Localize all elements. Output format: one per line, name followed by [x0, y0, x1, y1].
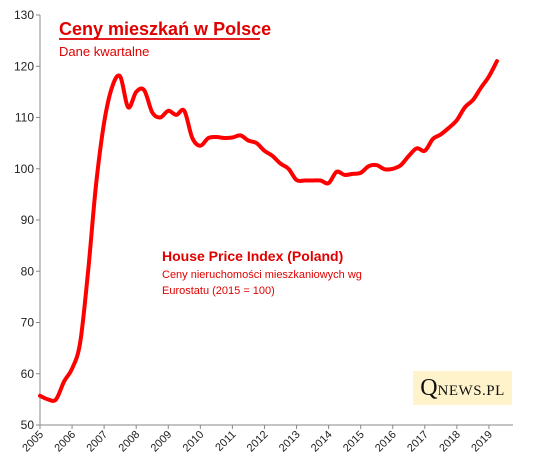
x-tick-label: 2014: [309, 429, 335, 455]
x-tick-label: 2012: [245, 429, 271, 455]
x-tick-label: 2018: [437, 429, 463, 455]
x-tick-label: 2019: [469, 429, 495, 455]
y-tick-label: 50: [21, 418, 35, 432]
series-line-house-price-index: [38, 59, 499, 403]
x-tick-label: 2010: [181, 429, 207, 455]
x-tick-label: 2017: [405, 429, 431, 455]
brand-name: NEWS.PL: [437, 383, 505, 399]
x-tick-label: 2006: [52, 429, 78, 455]
brand-logo: QNEWS.PL: [413, 371, 512, 405]
annotation-title: House Price Index (Poland): [162, 248, 343, 264]
y-tick-label: 90: [21, 213, 35, 227]
y-tick-label: 60: [21, 367, 35, 381]
y-ticks: 50 60 70 80 90 100 110 120 130: [14, 8, 40, 432]
x-tick-label: 2007: [84, 429, 110, 455]
x-tick-label: 2011: [213, 429, 238, 454]
x-tick-label: 2009: [149, 429, 175, 455]
y-tick-label: 130: [14, 8, 34, 22]
annotation-line-2: Eurostatu (2015 = 100): [162, 285, 275, 297]
x-tick-label: 2015: [341, 429, 367, 455]
chart-title: Ceny mieszkań w Polsce: [59, 19, 271, 39]
x-tick-label: 2013: [277, 429, 303, 455]
chart-subtitle: Dane kwartalne: [59, 44, 149, 59]
y-tick-label: 120: [14, 59, 34, 73]
x-tick-label: 2016: [373, 429, 399, 455]
x-ticks: 2005 2006 2007 2008 2009 2010 2011 2012 2013 2014…: [20, 425, 495, 454]
y-tick-label: 110: [15, 111, 34, 125]
x-tick-label: 2008: [117, 429, 143, 455]
y-tick-label: 80: [21, 264, 35, 278]
x-tick-label: 2005: [20, 429, 46, 455]
brand-text: QNEWS.PL: [413, 375, 512, 402]
y-tick-label: 100: [14, 162, 34, 176]
annotation-line-1: Ceny nieruchomości mieszkaniowych wg: [162, 269, 362, 281]
y-tick-label: 70: [21, 316, 35, 330]
brand-initial: Q: [420, 375, 438, 401]
